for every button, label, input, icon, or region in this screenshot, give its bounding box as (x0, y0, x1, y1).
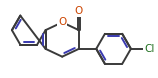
Text: O: O (58, 17, 66, 27)
Text: O: O (75, 6, 83, 17)
Text: Cl: Cl (144, 44, 154, 54)
